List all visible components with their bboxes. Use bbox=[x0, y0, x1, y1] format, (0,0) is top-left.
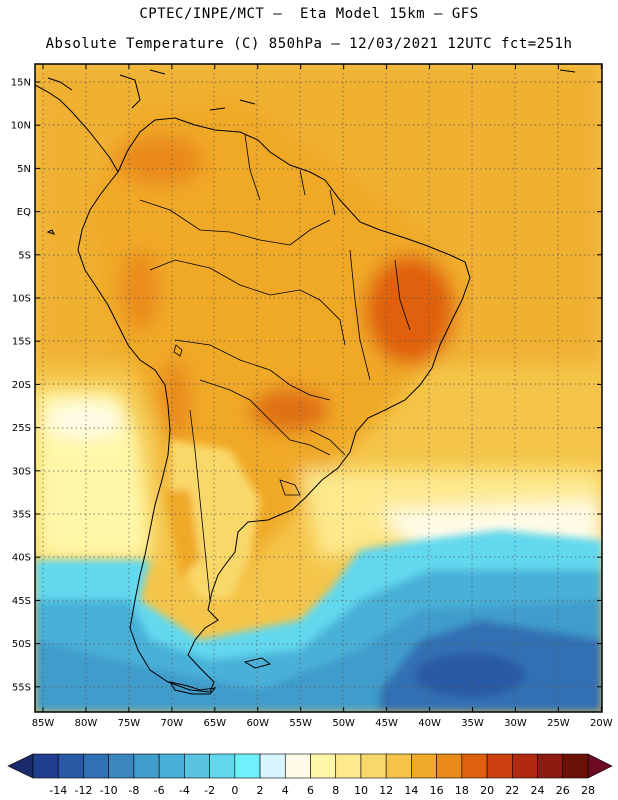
colorbar-label: 18 bbox=[455, 784, 469, 797]
lon-label-50w: 50W bbox=[332, 718, 355, 729]
color-scale-bar bbox=[7, 753, 613, 779]
lat-label-15s: 15S bbox=[12, 337, 31, 348]
lon-label-45w: 45W bbox=[375, 718, 398, 729]
lat-label-eq: EQ bbox=[17, 207, 31, 218]
colorbar-swatch bbox=[209, 753, 236, 779]
lon-label-40w: 40W bbox=[418, 718, 441, 729]
longitude-labels: 85W 80W 75W 70W 65W 60W 55W 50W 45W 40W 35W 30W 25W 2… bbox=[32, 718, 613, 729]
lon-label-30w: 30W bbox=[504, 718, 527, 729]
lon-label-55w: 55W bbox=[289, 718, 312, 729]
colorbar-right-arrow bbox=[587, 753, 613, 779]
colorbar-label: 6 bbox=[307, 784, 314, 797]
colorbar-label: -4 bbox=[179, 784, 190, 797]
colorbar-left-arrow bbox=[7, 753, 34, 779]
colorbar-swatch bbox=[133, 753, 160, 779]
colorbar-swatch bbox=[385, 753, 412, 779]
lon-label-65w: 65W bbox=[203, 718, 226, 729]
colorbar-label: 8 bbox=[332, 784, 339, 797]
colorbar-swatch bbox=[537, 753, 564, 779]
colorbar-label: -12 bbox=[74, 784, 92, 797]
colorbar-swatch bbox=[234, 753, 261, 779]
colorbar-label: 0 bbox=[231, 784, 238, 797]
colorbar-label: 20 bbox=[480, 784, 494, 797]
colorbar-label: -14 bbox=[49, 784, 67, 797]
colorbar-swatch bbox=[461, 753, 488, 779]
lat-label-25s: 25S bbox=[12, 423, 31, 434]
lat-label-55s: 55S bbox=[12, 682, 31, 693]
colorbar-label: 4 bbox=[282, 784, 289, 797]
colorbar-swatch bbox=[184, 753, 210, 779]
lat-label-10n: 10N bbox=[11, 121, 31, 132]
lat-label-50s: 50S bbox=[12, 639, 31, 650]
colorbar-swatch bbox=[512, 753, 538, 779]
colorbar-swatch bbox=[486, 753, 513, 779]
colorbar-label: 16 bbox=[430, 784, 444, 797]
colorbar-label: 26 bbox=[556, 784, 570, 797]
temperature-field bbox=[35, 64, 602, 712]
lon-label-35w: 35W bbox=[461, 718, 484, 729]
latitude-labels: 15N 10N 5N EQ 5S 10S 15S 20S 25S 30S 35S 40S 45S 50S 5… bbox=[11, 78, 31, 694]
lat-label-10s: 10S bbox=[12, 294, 31, 305]
colorbar-label: -10 bbox=[100, 784, 118, 797]
colorbar-swatch bbox=[158, 753, 185, 779]
lon-label-70w: 70W bbox=[161, 718, 184, 729]
lat-label-20s: 20S bbox=[12, 380, 31, 391]
lon-label-85w: 85W bbox=[32, 718, 55, 729]
title-line-1: CPTEC/INPE/MCT – Eta Model 15km – GFS bbox=[139, 6, 479, 22]
colorbar-swatch bbox=[108, 753, 135, 779]
colorbar-label: 22 bbox=[505, 784, 519, 797]
title-line-2: Absolute Temperature (C) 850hPa – 12/03/… bbox=[45, 36, 573, 52]
lat-label-45s: 45S bbox=[12, 596, 31, 607]
colorbar-swatch bbox=[57, 753, 84, 779]
colorbar-swatch bbox=[259, 753, 286, 779]
colorbar-swatch bbox=[310, 753, 337, 779]
colorbar-label: 12 bbox=[379, 784, 393, 797]
colorbar-swatch bbox=[436, 753, 463, 779]
lat-label-30s: 30S bbox=[12, 466, 31, 477]
coastlines bbox=[35, 69, 576, 695]
colorbar-label: -2 bbox=[204, 784, 215, 797]
lat-label-5s: 5S bbox=[18, 250, 31, 261]
colorbar-label: -6 bbox=[154, 784, 165, 797]
map-frame bbox=[34, 63, 603, 713]
lat-label-5n: 5N bbox=[17, 164, 31, 175]
colorbar-label: 28 bbox=[581, 784, 595, 797]
lat-label-15n: 15N bbox=[11, 78, 31, 89]
lat-lon-grid bbox=[35, 64, 602, 712]
colorbar-swatch bbox=[562, 753, 589, 779]
colorbar-swatch bbox=[335, 753, 362, 779]
colorbar-swatch bbox=[411, 753, 437, 779]
lat-label-40s: 40S bbox=[12, 553, 31, 564]
color-scale-labels: -14 -12 -10 -8 -6 -4 -2 0 2 4 6 8 10 12 14 16 18 20 22 24 26… bbox=[49, 784, 595, 797]
colorbar-label: 10 bbox=[354, 784, 368, 797]
colorbar-label: 24 bbox=[531, 784, 545, 797]
lon-label-20w: 20W bbox=[590, 718, 613, 729]
lon-label-25w: 25W bbox=[547, 718, 570, 729]
colorbar-label: 2 bbox=[257, 784, 264, 797]
lon-label-80w: 80W bbox=[75, 718, 98, 729]
colorbar-swatch bbox=[360, 753, 387, 779]
colorbar-swatch bbox=[83, 753, 109, 779]
colorbar-swatch bbox=[32, 753, 59, 779]
colorbar-label: 14 bbox=[404, 784, 418, 797]
colorbar-swatch bbox=[284, 753, 311, 779]
lon-label-75w: 75W bbox=[118, 718, 141, 729]
colorbar-label: -8 bbox=[128, 784, 139, 797]
lon-label-60w: 60W bbox=[246, 718, 269, 729]
lat-label-35s: 35S bbox=[12, 510, 31, 521]
